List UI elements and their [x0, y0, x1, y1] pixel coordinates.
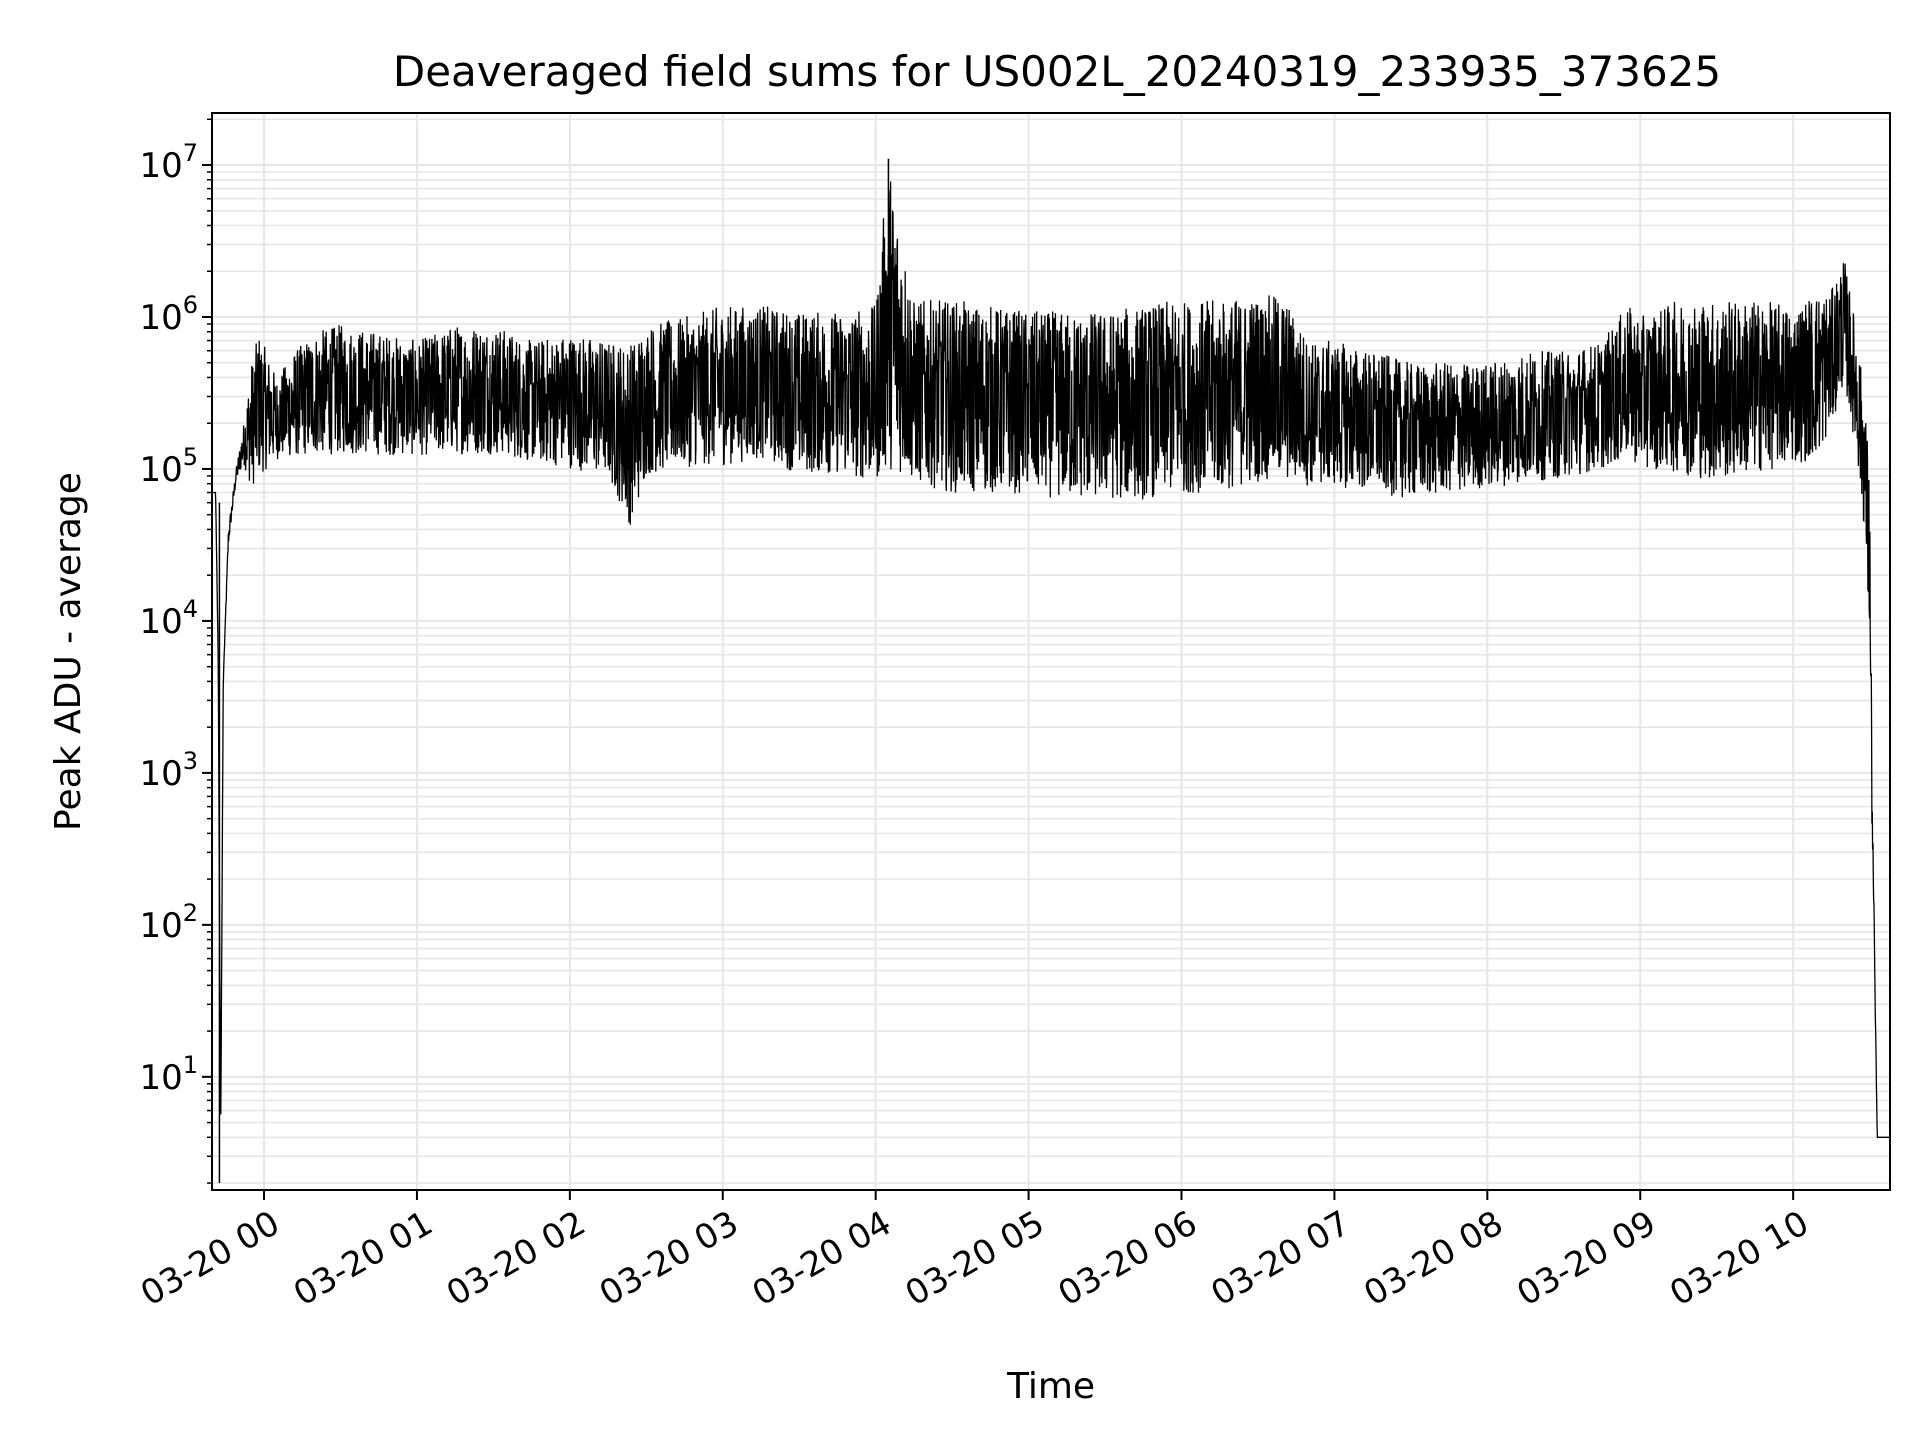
y-axis: 101 102 103 104 105 106 107	[139, 118, 212, 1184]
chart-title: Deaveraged field sums for US002L_2024031…	[393, 47, 1721, 96]
y-tick-label: 101	[139, 1051, 198, 1098]
y-tick-label: 103	[139, 747, 198, 794]
y-axis-label: Peak ADU - average	[48, 472, 89, 831]
plot-frame	[211, 112, 1891, 1191]
plot-area	[212, 158, 1890, 1184]
y-tick-label: 102	[139, 899, 198, 946]
y-tick-label: 104	[139, 595, 198, 642]
y-tick-label: 107	[139, 139, 198, 186]
series-line	[212, 181, 1890, 1138]
y-tick-label: 106	[139, 291, 198, 338]
x-axis-label: Time	[1006, 1366, 1095, 1407]
y-tick-label: 105	[139, 443, 198, 490]
grid	[212, 113, 1890, 1190]
